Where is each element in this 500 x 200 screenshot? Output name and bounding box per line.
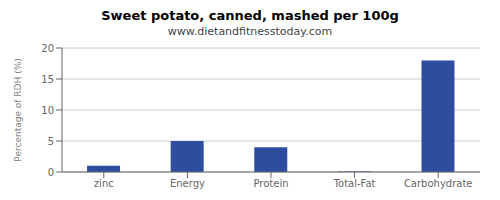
svg-text:15: 15	[41, 74, 54, 85]
svg-text:Energy: Energy	[170, 178, 205, 189]
svg-text:Percentage of RDH (%): Percentage of RDH (%)	[13, 58, 23, 161]
html-text:www.dietandfitnesstoday.com: www.dietandfitnesstoday.com	[167, 25, 333, 38]
svg-text:0: 0	[48, 167, 54, 178]
svg-text:5: 5	[48, 136, 54, 147]
svg-text:Total-Fat: Total-Fat	[333, 178, 376, 189]
svg-text:20: 20	[41, 43, 54, 54]
svg-text:10: 10	[41, 105, 54, 116]
html-text:Sweet potato, canned, mashed p: Sweet potato, canned, mashed per 100g	[101, 8, 399, 23]
svg-text:Carbohydrate: Carbohydrate	[404, 178, 473, 189]
svg-text:Protein: Protein	[253, 178, 288, 189]
svg-text:zinc: zinc	[94, 178, 114, 189]
